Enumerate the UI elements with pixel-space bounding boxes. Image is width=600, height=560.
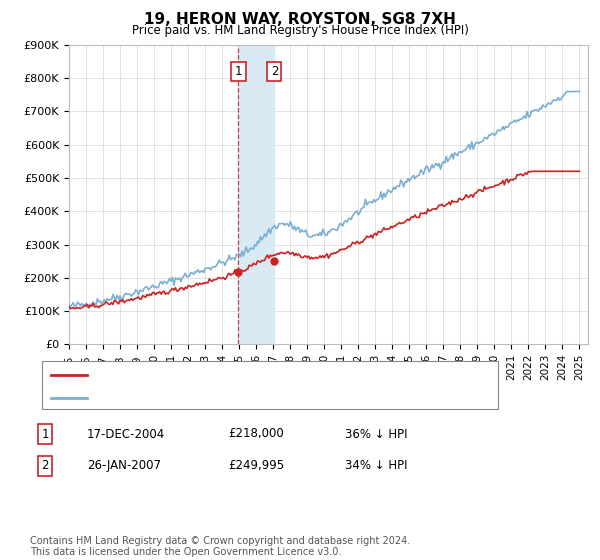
Text: 34% ↓ HPI: 34% ↓ HPI <box>345 459 407 473</box>
Text: 19, HERON WAY, ROYSTON, SG8 7XH: 19, HERON WAY, ROYSTON, SG8 7XH <box>144 12 456 27</box>
Text: 2: 2 <box>41 459 49 473</box>
Text: 1: 1 <box>41 427 49 441</box>
Text: 19, HERON WAY, ROYSTON, SG8 7XH (detached house): 19, HERON WAY, ROYSTON, SG8 7XH (detache… <box>94 370 402 380</box>
Text: 26-JAN-2007: 26-JAN-2007 <box>87 459 161 473</box>
Bar <box>238 45 274 344</box>
Text: 17-DEC-2004: 17-DEC-2004 <box>87 427 165 441</box>
Text: £249,995: £249,995 <box>228 459 284 473</box>
Text: £218,000: £218,000 <box>228 427 284 441</box>
Text: 2: 2 <box>271 65 278 78</box>
Text: Contains HM Land Registry data © Crown copyright and database right 2024.
This d: Contains HM Land Registry data © Crown c… <box>30 535 410 557</box>
Text: 36% ↓ HPI: 36% ↓ HPI <box>345 427 407 441</box>
Text: 1: 1 <box>235 65 242 78</box>
Text: Price paid vs. HM Land Registry's House Price Index (HPI): Price paid vs. HM Land Registry's House … <box>131 24 469 36</box>
Text: HPI: Average price, detached house, North Hertfordshire: HPI: Average price, detached house, Nort… <box>94 393 409 403</box>
